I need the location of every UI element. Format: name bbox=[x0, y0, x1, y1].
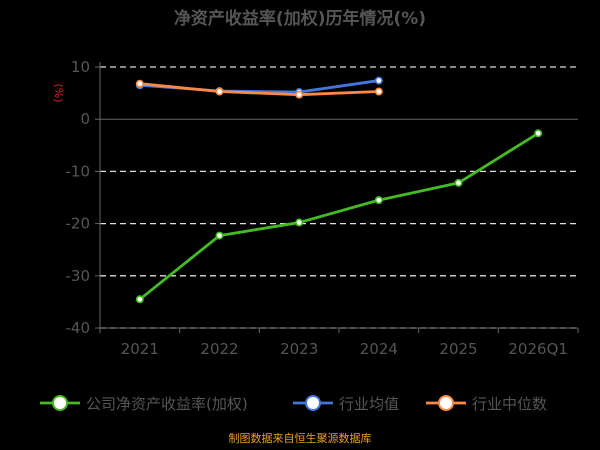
y-tick-labels: 10 0 -10 -20 -30 -40 bbox=[66, 58, 91, 337]
series-line bbox=[139, 82, 379, 97]
legend-label: 行业均值 bbox=[339, 395, 399, 413]
legend-marker bbox=[305, 395, 321, 411]
y-tick-label: -30 bbox=[66, 267, 91, 285]
data-point bbox=[295, 90, 304, 99]
data-point bbox=[374, 87, 383, 96]
axes bbox=[95, 62, 579, 333]
y-tick-label: -20 bbox=[66, 215, 91, 233]
source-note: 制图数据来自恒生聚源数据库 bbox=[229, 431, 372, 445]
legend-marker bbox=[52, 395, 68, 411]
series-line bbox=[138, 132, 539, 301]
gridlines bbox=[100, 66, 578, 329]
x-tick-label: 2021 bbox=[121, 340, 159, 358]
data-point bbox=[215, 87, 224, 96]
data-point bbox=[374, 76, 383, 85]
y-tick-label: -40 bbox=[66, 319, 91, 337]
chart-title: 净资产收益率(加权)历年情况(%) bbox=[174, 8, 426, 29]
data-point bbox=[534, 129, 543, 138]
legend: 公司净资产收益率(加权) 行业均值 行业中位数 bbox=[40, 395, 547, 413]
y-tick-label: 0 bbox=[80, 110, 90, 128]
x-tick-label: 2022 bbox=[200, 340, 238, 358]
x-tick-label: 2024 bbox=[360, 340, 398, 358]
data-point bbox=[295, 218, 304, 227]
data-point bbox=[374, 196, 383, 205]
x-tick-labels: 2021 2022 2023 2024 2025 2026Q1 bbox=[121, 340, 568, 358]
x-tick-label: 2026Q1 bbox=[508, 340, 568, 358]
series-0 bbox=[135, 129, 543, 304]
data-point bbox=[135, 295, 144, 304]
y-tick-label: -10 bbox=[66, 162, 91, 180]
legend-item-1: 行业均值 bbox=[293, 395, 399, 413]
data-point bbox=[454, 178, 463, 187]
series-2 bbox=[135, 79, 383, 99]
x-tick-label: 2023 bbox=[280, 340, 318, 358]
data-point bbox=[135, 79, 144, 88]
legend-marker bbox=[438, 395, 454, 411]
x-tick-label: 2025 bbox=[439, 340, 477, 358]
series-lines bbox=[135, 76, 543, 304]
legend-label: 公司净资产收益率(加权) bbox=[86, 395, 248, 413]
legend-item-0: 公司净资产收益率(加权) bbox=[40, 395, 248, 413]
legend-label: 行业中位数 bbox=[472, 395, 547, 413]
y-unit-label: (%) bbox=[52, 83, 65, 102]
y-tick-label: 10 bbox=[71, 58, 90, 76]
data-point bbox=[215, 231, 224, 240]
legend-item-2: 行业中位数 bbox=[426, 395, 547, 413]
